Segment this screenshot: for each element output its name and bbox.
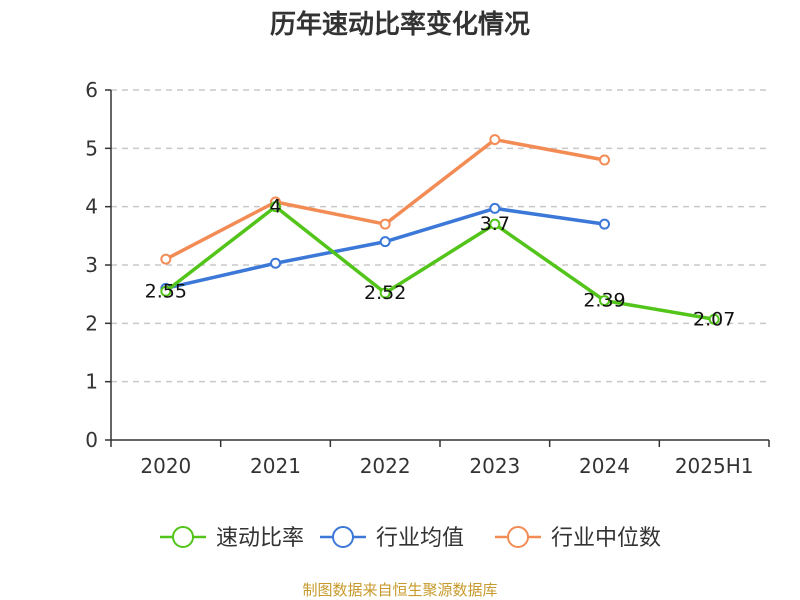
x-tick-label: 2024 <box>579 454 630 478</box>
series-line-0 <box>164 204 716 321</box>
data-label: 3.7 <box>480 213 510 235</box>
data-point <box>379 218 391 230</box>
data-point <box>708 313 720 325</box>
data-label: 4 <box>269 196 281 218</box>
y-tick-label: 1 <box>85 370 98 394</box>
legend-marker-2 <box>507 526 529 548</box>
data-label: 2.07 <box>693 308 735 330</box>
y-tick-label: 2 <box>85 311 98 335</box>
data-point <box>599 218 610 230</box>
data-point <box>379 287 391 299</box>
source-note: 制图数据来自恒生聚源数据库 <box>302 581 497 599</box>
data-label: 2.39 <box>583 290 625 312</box>
series-lines <box>160 134 720 325</box>
legend-marker-0 <box>172 526 194 548</box>
data-point <box>599 154 610 166</box>
legend: 速动比率 行业均值 行业中位数 <box>160 526 661 551</box>
y-tick-label: 4 <box>85 195 98 219</box>
x-tick-label: 2025H1 <box>675 454 754 478</box>
data-point <box>599 295 610 307</box>
x-tick-label: 2020 <box>140 454 191 478</box>
legend-label: 行业中位数 <box>551 526 661 551</box>
data-point <box>270 257 281 269</box>
x-tick-label: 2022 <box>360 454 411 478</box>
data-point <box>160 285 172 297</box>
y-tick-label: 0 <box>85 428 98 452</box>
data-point <box>489 218 501 230</box>
y-tick-label: 3 <box>85 253 98 277</box>
x-tick-label: 2021 <box>250 454 301 478</box>
y-tick-label: 6 <box>85 78 98 102</box>
data-label: 2.55 <box>145 280 187 302</box>
data-point <box>489 202 501 214</box>
data-point <box>379 236 391 248</box>
chart-title: 历年速动比率变化情况 <box>270 9 530 40</box>
axes: 0 1 2 3 4 5 6 2020 2021 2022 2023 2024 2025H1 <box>85 78 770 478</box>
data-label: 2.52 <box>364 282 406 304</box>
y-tick-label: 5 <box>85 136 98 160</box>
legend-label: 速动比率 <box>216 526 304 551</box>
data-point <box>270 201 281 213</box>
x-tick-label: 2023 <box>469 454 520 478</box>
data-point <box>489 134 501 146</box>
data-point <box>160 253 172 265</box>
legend-marker-1 <box>332 526 354 548</box>
legend-label: 行业均值 <box>376 526 464 551</box>
data-labels: 2.55 4 2.52 3.7 2.39 2.07 <box>145 196 736 331</box>
